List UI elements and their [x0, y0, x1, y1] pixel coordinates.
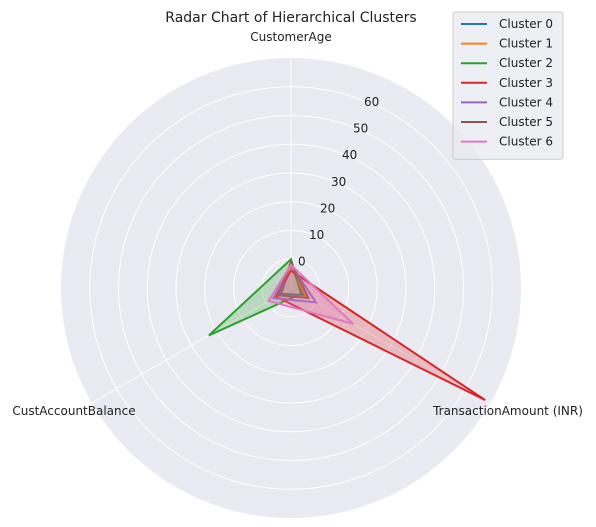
series-line — [277, 259, 311, 300]
series-layer — [208, 257, 486, 402]
radial-ticks: 010 20 30 40 50 60 — [298, 95, 379, 268]
chart-title: Radar Chart of Hierarchical Clusters — [165, 10, 416, 26]
axis-label: TransactionAmount (INR) — [432, 404, 583, 418]
legend-label: Cluster 1 — [499, 37, 553, 51]
legend-label: Cluster 2 — [499, 56, 553, 70]
radial-tick-label: 10 — [309, 228, 324, 242]
legend-label: Cluster 0 — [499, 17, 553, 31]
series-line — [208, 257, 303, 337]
radial-tick-label: 0 — [298, 254, 306, 268]
axis-label: CustAccountBalance — [12, 404, 135, 418]
series-fill — [268, 265, 354, 324]
axis-label: CustomerAge — [250, 30, 332, 44]
legend-label: Cluster 6 — [499, 135, 553, 149]
series-line — [267, 263, 354, 325]
radial-tick-label: 20 — [320, 201, 335, 215]
series-fill — [276, 270, 486, 401]
radial-tick-label: 50 — [353, 122, 368, 136]
series-fill — [208, 259, 301, 336]
radial-tick-label: 60 — [364, 95, 379, 109]
grid — [89, 58, 493, 490]
radial-tick-label: 30 — [331, 175, 346, 189]
legend-label: Cluster 5 — [499, 115, 553, 129]
grid-spoke — [290, 287, 491, 404]
series-line — [271, 263, 318, 304]
legend-label: Cluster 3 — [499, 76, 553, 90]
legend-label: Cluster 4 — [499, 95, 553, 109]
legend: Cluster 0 Cluster 1 Cluster 2 Cluster 3 Clus… — [452, 11, 564, 160]
radial-tick-label: 40 — [342, 148, 357, 162]
axis-labels: CustomerAge TransactionAmount (INR) CustAc… — [12, 30, 583, 418]
grid-spoke — [91, 287, 292, 404]
